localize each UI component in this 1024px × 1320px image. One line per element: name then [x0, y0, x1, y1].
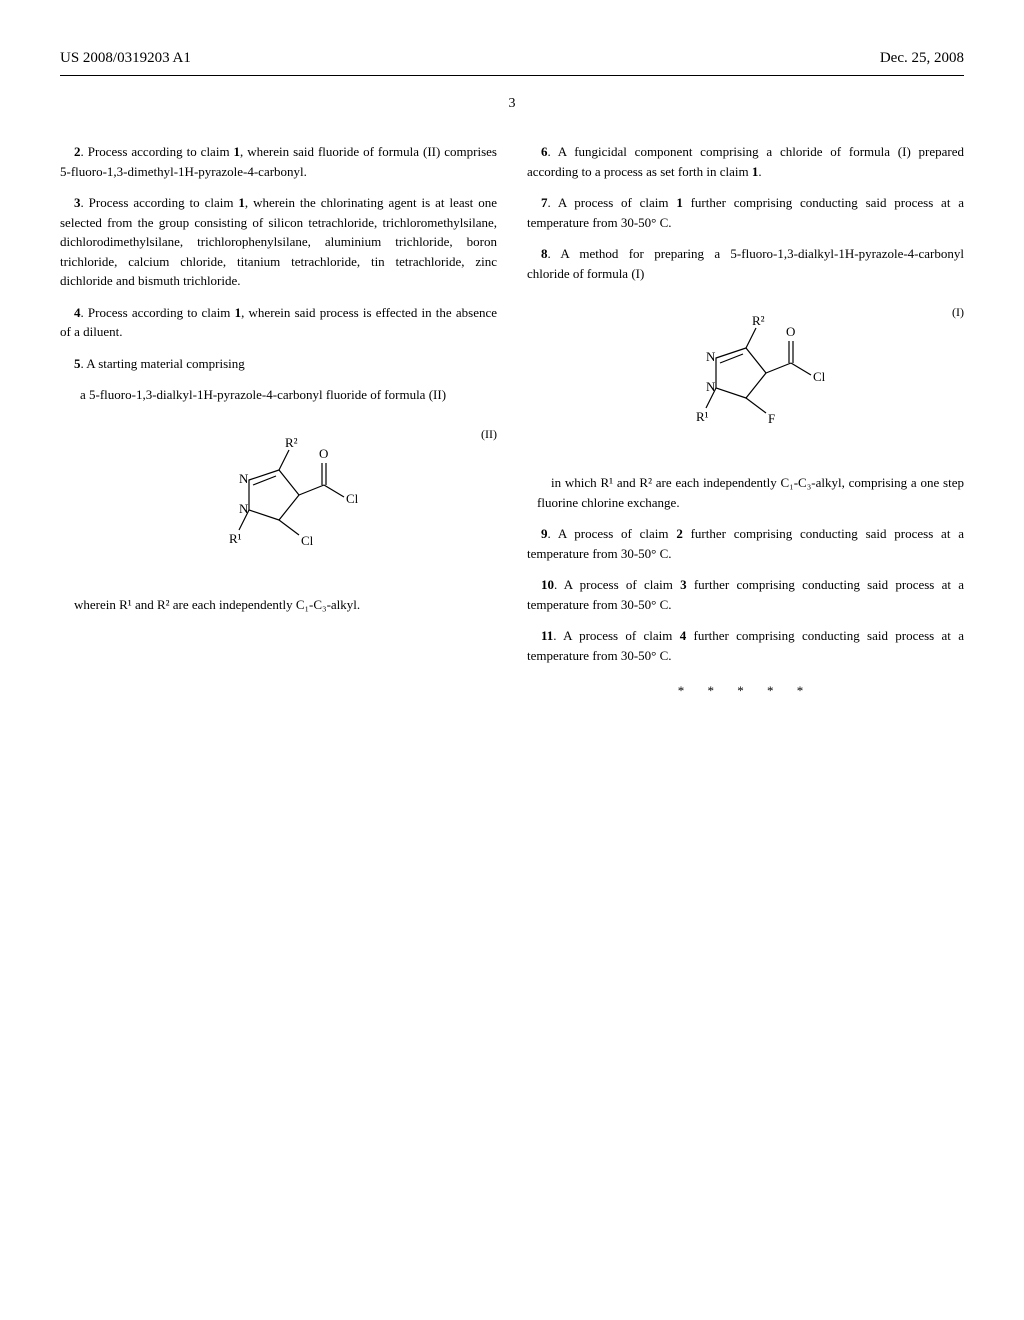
atom-N: N	[706, 349, 716, 364]
formula-II-block: (II)	[60, 425, 497, 575]
claim-text: . A process of claim	[548, 195, 677, 210]
formula-I-label: (I)	[952, 303, 964, 321]
page-number: 3	[60, 96, 964, 112]
publication-number: US 2008/0319203 A1	[60, 50, 191, 67]
formula-I-structure: N N R² O Cl F R¹	[666, 303, 826, 453]
claim-text: . A process of claim	[554, 577, 680, 592]
claim-text: . Process according to claim	[81, 195, 239, 210]
right-column: 6. A fungicidal component comprising a c…	[527, 142, 964, 701]
sub-Cl: Cl	[346, 491, 359, 506]
claim-4: 4. Process according to claim 1, wherein…	[60, 303, 497, 342]
claim-8: 8. A method for preparing a 5-fluoro-1,3…	[527, 244, 964, 283]
sub-R1: R¹	[696, 409, 709, 424]
atom-O: O	[786, 324, 795, 339]
claim-text: . A method for preparing a 5-fluoro-1,3-…	[527, 246, 964, 281]
claim-9: 9. A process of claim 2 further comprisi…	[527, 524, 964, 563]
claim-6: 6. A fungicidal component comprising a c…	[527, 142, 964, 181]
claim-text: . A fungicidal component comprising a ch…	[527, 144, 964, 179]
claim-11: 11. A process of claim 4 further compris…	[527, 626, 964, 665]
formula-II-structure: N N R² O Cl Cl R¹	[199, 425, 359, 575]
claim-number: 10	[541, 577, 554, 592]
claim-3: 3. Process according to claim 1, wherein…	[60, 193, 497, 291]
atom-N: N	[239, 471, 249, 486]
claim-text: . Process according to claim	[81, 305, 235, 320]
atom-N: N	[239, 501, 249, 516]
claim-5: 5. A starting material comprising	[60, 354, 497, 374]
left-column: 2. Process according to claim 1, wherein…	[60, 142, 497, 701]
claim-number: 11	[541, 628, 553, 643]
claim-2: 2. Process according to claim 1, wherein…	[60, 142, 497, 181]
formula-II-label: (II)	[481, 425, 497, 443]
claim-text: . A starting material comprising	[81, 356, 245, 371]
header-divider	[60, 75, 964, 76]
page-header: US 2008/0319203 A1 Dec. 25, 2008	[60, 50, 964, 67]
sub-R1: R¹	[229, 531, 242, 546]
sub-R2: R²	[752, 313, 765, 328]
sub-Cl-ring: Cl	[301, 533, 314, 548]
sub-F-ring: F	[768, 411, 775, 426]
formula-I-wherein: in which R¹ and R² are each independentl…	[537, 473, 964, 512]
claim-7: 7. A process of claim 1 further comprisi…	[527, 193, 964, 232]
claim-5-sub: a 5-fluoro-1,3-dialkyl-1H-pyrazole-4-car…	[80, 385, 497, 405]
claim-text: . A process of claim	[548, 526, 677, 541]
claim-10: 10. A process of claim 3 further compris…	[527, 575, 964, 614]
atom-N: N	[706, 379, 716, 394]
sub-Cl: Cl	[813, 369, 826, 384]
formula-I-block: (I) N N R² O Cl	[527, 303, 964, 453]
sub-R2: R²	[285, 435, 298, 450]
content-columns: 2. Process according to claim 1, wherein…	[60, 142, 964, 701]
publication-date: Dec. 25, 2008	[880, 50, 964, 67]
claim-text: . A process of claim	[553, 628, 679, 643]
claim-rest: .	[758, 164, 761, 179]
end-marks: * * * * *	[527, 681, 964, 701]
claim-text: . Process according to claim	[81, 144, 234, 159]
atom-O: O	[319, 446, 328, 461]
formula-II-wherein: wherein R¹ and R² are each independently…	[60, 595, 497, 615]
